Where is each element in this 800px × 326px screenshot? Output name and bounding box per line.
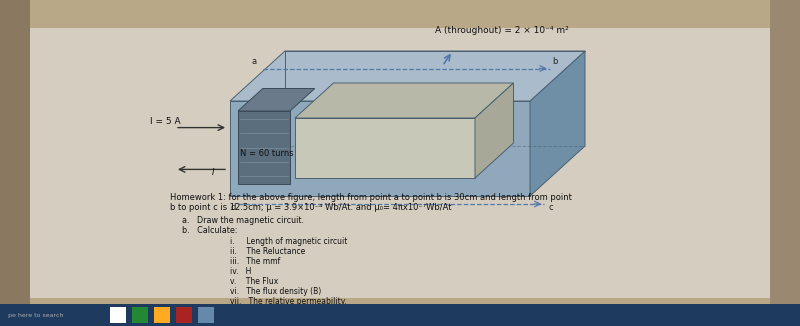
Text: iii.   The mmf: iii. The mmf <box>230 257 280 266</box>
Text: vii.   The relative permeability.: vii. The relative permeability. <box>230 297 346 306</box>
Text: i.     Length of magnetic circuit: i. Length of magnetic circuit <box>230 237 347 246</box>
Text: d: d <box>230 203 236 212</box>
Text: N = 60 turns: N = 60 turns <box>240 149 294 158</box>
Text: b to point c is 12.5cm; μ = 3.9×10⁻⁴ Wb/At. and μ₀= 4πx10⁻⁷Wb/At: b to point c is 12.5cm; μ = 3.9×10⁻⁴ Wb/… <box>170 203 451 212</box>
Bar <box>0 0 30 326</box>
Text: a.   Draw the magnetic circuit.: a. Draw the magnetic circuit. <box>182 216 304 225</box>
Bar <box>198 307 214 323</box>
Text: c: c <box>549 203 554 212</box>
Polygon shape <box>230 51 585 101</box>
Bar <box>30 28 770 298</box>
Bar <box>176 307 192 323</box>
Text: Homework 1: for the above figure, length from point a to point b is 30cm and len: Homework 1: for the above figure, length… <box>170 193 572 202</box>
Text: b.   Calculate:: b. Calculate: <box>182 226 238 235</box>
Polygon shape <box>475 83 514 178</box>
Text: a: a <box>251 56 257 66</box>
Text: I = 5 A: I = 5 A <box>150 117 181 126</box>
Polygon shape <box>238 88 314 111</box>
Polygon shape <box>530 51 585 196</box>
Bar <box>0 304 800 326</box>
Text: b: b <box>552 56 558 66</box>
Text: ii.    The Reluctance: ii. The Reluctance <box>230 247 306 256</box>
Text: A (throughout) = 2 × 10⁻⁴ m²: A (throughout) = 2 × 10⁻⁴ m² <box>434 26 568 35</box>
Polygon shape <box>295 83 514 118</box>
Bar <box>154 307 170 323</box>
Text: iv.   H: iv. H <box>230 267 251 276</box>
Polygon shape <box>238 111 290 184</box>
Bar <box>110 307 126 323</box>
Polygon shape <box>295 118 475 178</box>
Bar <box>770 0 800 326</box>
Text: pe here to search: pe here to search <box>8 313 63 318</box>
Text: v.    The Flux: v. The Flux <box>230 277 278 286</box>
Text: vi.   The flux density (B): vi. The flux density (B) <box>230 287 322 296</box>
Bar <box>132 307 148 323</box>
Text: I: I <box>212 168 214 177</box>
Polygon shape <box>230 101 530 196</box>
